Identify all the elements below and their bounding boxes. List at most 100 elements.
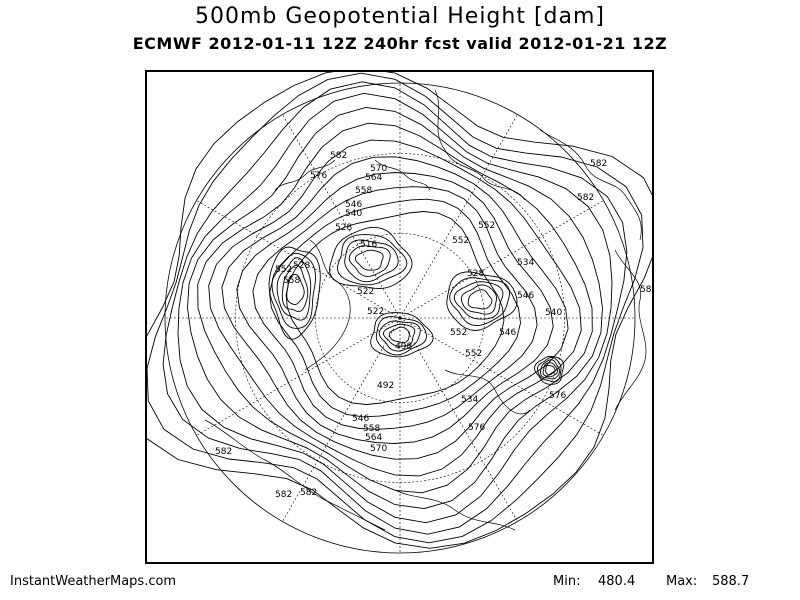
contour-label: 582 — [275, 490, 292, 500]
coastline — [444, 369, 531, 415]
contour-label: 564 — [365, 433, 382, 443]
coastline — [394, 489, 516, 531]
contour-label: 564 — [365, 173, 382, 183]
meridian-line — [399, 317, 518, 522]
height-contour — [145, 70, 654, 549]
low-contour — [467, 289, 493, 310]
contour-label: 522 — [367, 307, 384, 317]
contour-label: 552 — [275, 265, 292, 275]
max-value: 588.7 — [712, 574, 750, 589]
contour-label: 528 — [293, 261, 310, 271]
low-contour — [354, 249, 384, 271]
contour-label: 582 — [577, 193, 594, 203]
height-contour — [236, 172, 554, 444]
meridian-line — [282, 317, 401, 522]
contour-label: 576 — [468, 423, 485, 433]
coastline — [304, 239, 351, 371]
contour-label: 534 — [517, 258, 534, 268]
contour-label: 528 — [467, 269, 484, 279]
contour-label: 570 — [370, 444, 387, 454]
polar-map: 5825705645765585465405285165225525525345… — [145, 70, 654, 554]
height-contour — [146, 72, 644, 544]
meridian-line — [196, 200, 401, 319]
low-contour — [370, 312, 434, 358]
contour-label: 576 — [549, 391, 566, 401]
contour-label: 558 — [363, 424, 380, 434]
contour-label: 552 — [452, 236, 469, 246]
contour-labels: 5825705645765585465405285165225525525345… — [215, 151, 652, 500]
boundary-circle — [164, 82, 636, 554]
contour-label: 582 — [300, 488, 317, 498]
low-contour — [337, 234, 408, 286]
contour-label: 582 — [215, 447, 232, 457]
map-boundary-circle — [164, 82, 636, 554]
low-contour — [540, 359, 561, 380]
contour-label: 540 — [345, 209, 362, 219]
contour-label: 522 — [357, 287, 374, 297]
height-contour — [197, 122, 593, 494]
coastline — [539, 129, 642, 241]
contour-label: 558 — [283, 276, 300, 286]
contour-label: 546 — [499, 328, 516, 338]
map-frame — [145, 70, 654, 564]
low-contour — [344, 239, 399, 283]
coastlines — [204, 89, 647, 531]
contour-label: 552 — [478, 221, 495, 231]
meridian-line — [399, 317, 604, 436]
low-contour — [534, 355, 565, 385]
contour-label: 516 — [360, 240, 377, 250]
low-contour — [460, 284, 497, 315]
low-contour — [271, 252, 316, 329]
contour-label: 540 — [545, 308, 562, 318]
min-value: 480.4 — [598, 574, 636, 589]
low-contour — [388, 326, 410, 343]
max-label: Max: — [666, 574, 698, 589]
low-contour — [268, 246, 321, 340]
contour-label: 528 — [335, 223, 352, 233]
height-contour — [221, 156, 569, 460]
height-contour — [177, 92, 613, 524]
height-contours — [145, 70, 654, 549]
coastline — [614, 249, 647, 411]
low-contour — [542, 362, 559, 378]
coastline — [204, 419, 386, 531]
low-contour — [382, 323, 416, 347]
height-contour — [252, 186, 538, 430]
contour-label: 498 — [395, 342, 412, 352]
contour-label: 492 — [377, 381, 394, 391]
low-contour — [449, 277, 510, 327]
height-contour — [162, 81, 628, 535]
contour-label: 58 — [640, 285, 652, 295]
height-contour — [208, 139, 582, 477]
coastline — [274, 159, 336, 191]
height-contour — [269, 198, 521, 418]
contour-label: 546 — [517, 291, 534, 301]
meridian-line — [399, 114, 518, 319]
meridian-line — [282, 114, 401, 319]
low-contour — [276, 257, 312, 321]
coastline — [374, 159, 431, 191]
low-contour — [446, 271, 518, 331]
low-contour — [537, 356, 562, 383]
low-contour — [378, 320, 421, 352]
contour-label: 570 — [370, 164, 387, 174]
contour-label: 546 — [352, 414, 369, 424]
contour-label: 552 — [450, 328, 467, 338]
contour-label: 558 — [355, 186, 372, 196]
contour-label: 576 — [310, 171, 327, 181]
map-title: 500mb Geopotential Height [dam] — [194, 4, 606, 29]
contour-label: 534 — [461, 395, 478, 405]
height-contour — [187, 106, 603, 510]
low-contour — [348, 245, 391, 277]
low-contour — [329, 226, 413, 289]
map-subtitle: ECMWF 2012-01-11 12Z 240hr fcst valid 20… — [132, 34, 668, 53]
contour-label: 582 — [590, 159, 607, 169]
min-label: Min: — [553, 574, 581, 589]
contour-label: 582 — [330, 151, 347, 161]
low-contour — [453, 281, 504, 320]
meridian-line — [399, 200, 604, 319]
low-contour — [375, 316, 427, 356]
low-contour — [545, 364, 556, 376]
low-contour — [281, 264, 309, 313]
low-contour — [286, 274, 305, 305]
